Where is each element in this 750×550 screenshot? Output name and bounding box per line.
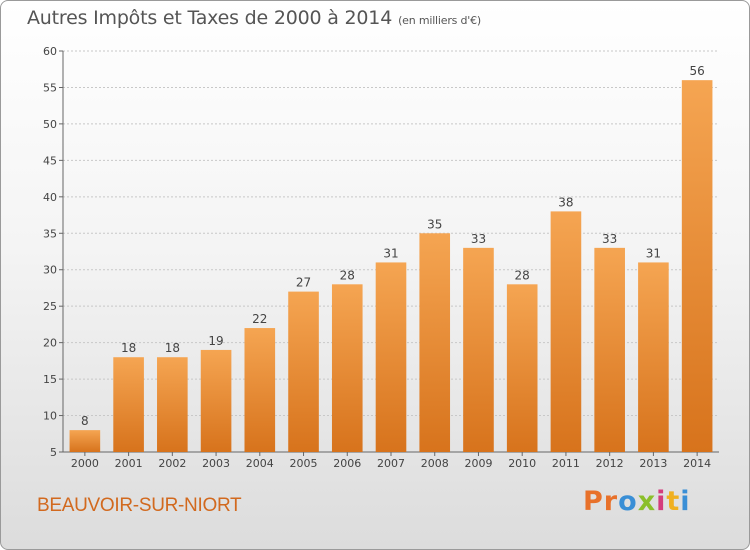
data-label: 27 <box>296 276 311 290</box>
bar-2012 <box>594 247 625 452</box>
x-tick-label: 2007 <box>377 457 405 470</box>
data-label: 31 <box>383 246 398 260</box>
bar-2005 <box>288 291 319 452</box>
x-tick-label: 2009 <box>464 457 492 470</box>
x-tick-label: 2000 <box>71 457 99 470</box>
y-tick-label: 10 <box>43 410 57 423</box>
data-label: 8 <box>81 414 89 428</box>
y-tick-label: 45 <box>43 154 57 167</box>
data-label: 31 <box>646 246 661 260</box>
chart-unit: (en milliers d'€) <box>398 14 481 27</box>
y-tick-label: 60 <box>43 45 57 58</box>
y-tick-label: 40 <box>43 191 57 204</box>
bar-2013 <box>638 262 669 452</box>
bar-2001 <box>113 357 144 452</box>
y-tick-label: 55 <box>43 81 57 94</box>
data-label: 18 <box>165 341 180 355</box>
logo-letter: t <box>666 486 681 517</box>
x-tick-label: 2006 <box>333 457 361 470</box>
logo-letter: i <box>656 486 667 517</box>
axes: 5 10 15 20 25 30 35 40 45 50 55 60 2000 2001 2002 2003 2… <box>43 45 719 470</box>
data-label: 35 <box>427 217 442 231</box>
logo-letter: P <box>583 486 604 517</box>
x-tick-label: 2002 <box>158 457 186 470</box>
x-tick-label: 2008 <box>421 457 449 470</box>
bar-2002 <box>157 357 188 452</box>
x-tick-label: 2005 <box>290 457 318 470</box>
y-tick-label: 35 <box>43 227 57 240</box>
y-tick-label: 30 <box>43 264 57 277</box>
bars <box>69 80 713 452</box>
chart-title-text: Autres Impôts et Taxes de 2000 à 2014 <box>27 7 393 29</box>
bar-2003 <box>200 349 232 452</box>
bar-2007 <box>375 262 407 452</box>
logo-letter: o <box>618 486 638 517</box>
data-label: 28 <box>340 268 355 282</box>
y-tick-label: 5 <box>50 446 57 459</box>
data-label: 22 <box>252 312 267 326</box>
bar-2010 <box>506 284 538 452</box>
data-label: 38 <box>558 195 573 209</box>
commune-name: BEAUVOIR-SUR-NIORT <box>37 495 242 516</box>
bar-2004 <box>244 328 276 452</box>
data-label: 56 <box>689 64 704 78</box>
x-tick-label: 2001 <box>115 457 143 470</box>
bar-2009 <box>463 247 494 452</box>
data-label: 18 <box>121 341 136 355</box>
bar-2011 <box>550 211 582 452</box>
x-tick-label: 2014 <box>683 457 711 470</box>
proxiti-logo: Proxiti <box>583 486 691 517</box>
data-labels: 8 18 18 19 22 27 28 31 35 33 28 38 33 31 56 <box>81 64 705 428</box>
y-tick-label: 15 <box>43 373 57 386</box>
x-tick-label: 2012 <box>596 457 624 470</box>
x-tick-label: 2010 <box>508 457 536 470</box>
x-tick-label: 2011 <box>552 457 580 470</box>
bar-2014 <box>681 80 713 452</box>
data-label: 33 <box>602 232 617 246</box>
y-tick-label: 25 <box>43 300 57 313</box>
bar-2006 <box>331 284 363 452</box>
logo-letter: i <box>680 486 691 517</box>
y-tick-label: 50 <box>43 118 57 131</box>
x-tick-label: 2013 <box>639 457 667 470</box>
y-tick-label: 20 <box>43 337 57 350</box>
x-tick-label: 2004 <box>246 457 274 470</box>
data-label: 33 <box>471 232 486 246</box>
data-label: 28 <box>515 268 530 282</box>
x-tick-label: 2003 <box>202 457 230 470</box>
bar-2000 <box>69 430 101 452</box>
data-label: 19 <box>208 334 223 348</box>
bar-2008 <box>419 233 451 452</box>
logo-letter: x <box>637 486 657 517</box>
logo-letter: r <box>603 486 619 517</box>
chart-title: Autres Impôts et Taxes de 2000 à 2014 (en… <box>27 7 481 29</box>
